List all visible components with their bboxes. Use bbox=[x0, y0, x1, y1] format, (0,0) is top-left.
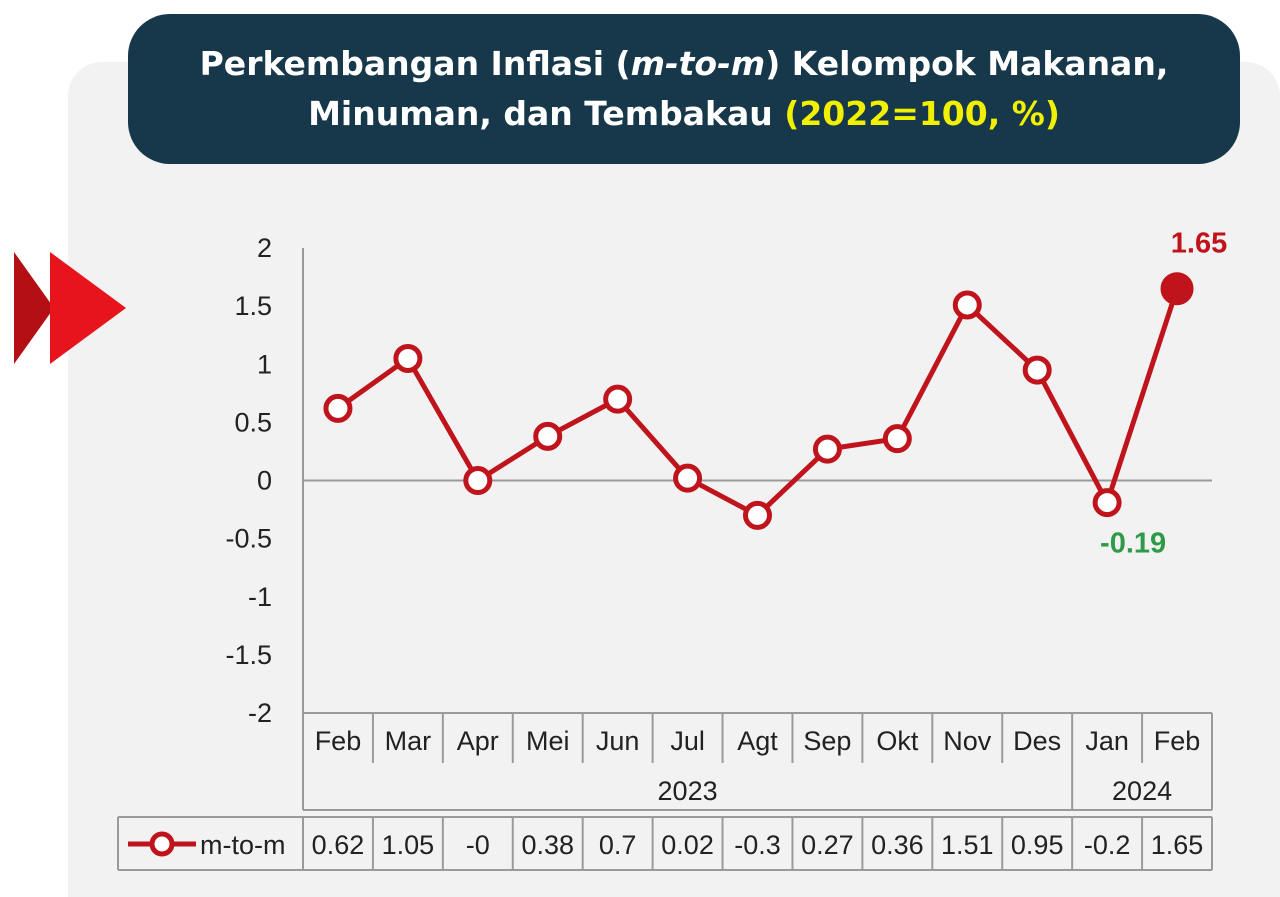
data-point bbox=[463, 466, 493, 495]
table-value: 0.36 bbox=[871, 830, 924, 860]
x-tick-label: Sep bbox=[803, 726, 851, 756]
x-tick-label: Mar bbox=[385, 726, 432, 756]
y-tick-label: -1.5 bbox=[225, 640, 272, 670]
y-tick-label: 1.5 bbox=[234, 291, 272, 321]
data-point bbox=[1092, 488, 1122, 518]
y-tick-label: 2 bbox=[257, 233, 272, 263]
year-label: 2024 bbox=[1112, 776, 1172, 806]
table-value: -0.2 bbox=[1084, 830, 1131, 860]
table-value: 0.7 bbox=[599, 830, 637, 860]
x-tick-label: Jul bbox=[670, 726, 705, 756]
x-tick-label: Des bbox=[1013, 726, 1061, 756]
data-point bbox=[603, 384, 633, 414]
table-value: 0.62 bbox=[312, 830, 365, 860]
table-value: 1.51 bbox=[941, 830, 994, 860]
x-tick-label: Jan bbox=[1085, 726, 1129, 756]
chart-title-line-2: Minuman, dan Tembakau (2022=100, %) bbox=[308, 94, 1060, 133]
data-point bbox=[533, 421, 563, 451]
x-tick-label: Jun bbox=[596, 726, 640, 756]
data-point bbox=[952, 290, 982, 320]
x-tick-label: Nov bbox=[943, 726, 992, 756]
table-value: 1.05 bbox=[382, 830, 435, 860]
x-tick-label: Okt bbox=[876, 726, 919, 756]
table-value: -0.3 bbox=[734, 830, 781, 860]
x-tick-label: Agt bbox=[737, 726, 778, 756]
x-tick-label: Feb bbox=[1154, 726, 1201, 756]
data-point bbox=[882, 424, 912, 454]
table-value: -0 bbox=[466, 830, 490, 860]
chart-title: Perkembangan Inflasi (m-to-m) Kelompok M… bbox=[128, 14, 1240, 164]
y-tick-label: 1 bbox=[257, 349, 272, 379]
y-tick-label: 0.5 bbox=[234, 407, 272, 437]
year-label: 2023 bbox=[658, 776, 718, 806]
data-label-annotation: -0.19 bbox=[1100, 528, 1166, 560]
data-point bbox=[673, 463, 703, 493]
y-tick-label: -2 bbox=[248, 698, 272, 728]
legend-marker bbox=[149, 831, 175, 857]
data-point bbox=[323, 393, 353, 423]
y-tick-label: -1 bbox=[248, 582, 272, 612]
data-point bbox=[393, 343, 423, 373]
double-arrow-icon bbox=[14, 252, 126, 364]
legend-label: m-to-m bbox=[200, 830, 285, 860]
x-tick-label: Feb bbox=[315, 726, 362, 756]
data-label-annotation: 1.65 bbox=[1171, 228, 1227, 260]
x-tick-label: Apr bbox=[457, 726, 499, 756]
data-point bbox=[743, 500, 772, 530]
y-tick-label: -0.5 bbox=[225, 524, 272, 554]
table-value: 0.38 bbox=[521, 830, 574, 860]
data-point bbox=[1022, 355, 1052, 385]
table-value: 0.95 bbox=[1011, 830, 1064, 860]
base-year-highlight: (2022=100, %) bbox=[784, 94, 1060, 133]
data-point bbox=[812, 434, 842, 464]
table-value: 0.27 bbox=[801, 830, 854, 860]
x-tick-label: Mei bbox=[526, 726, 570, 756]
y-tick-label: 0 bbox=[257, 466, 272, 496]
chart-title-line-1: Perkembangan Inflasi (m-to-m) Kelompok M… bbox=[199, 44, 1169, 83]
table-value: 0.02 bbox=[661, 830, 714, 860]
table-value: 1.65 bbox=[1151, 830, 1204, 860]
data-point bbox=[1160, 272, 1194, 306]
